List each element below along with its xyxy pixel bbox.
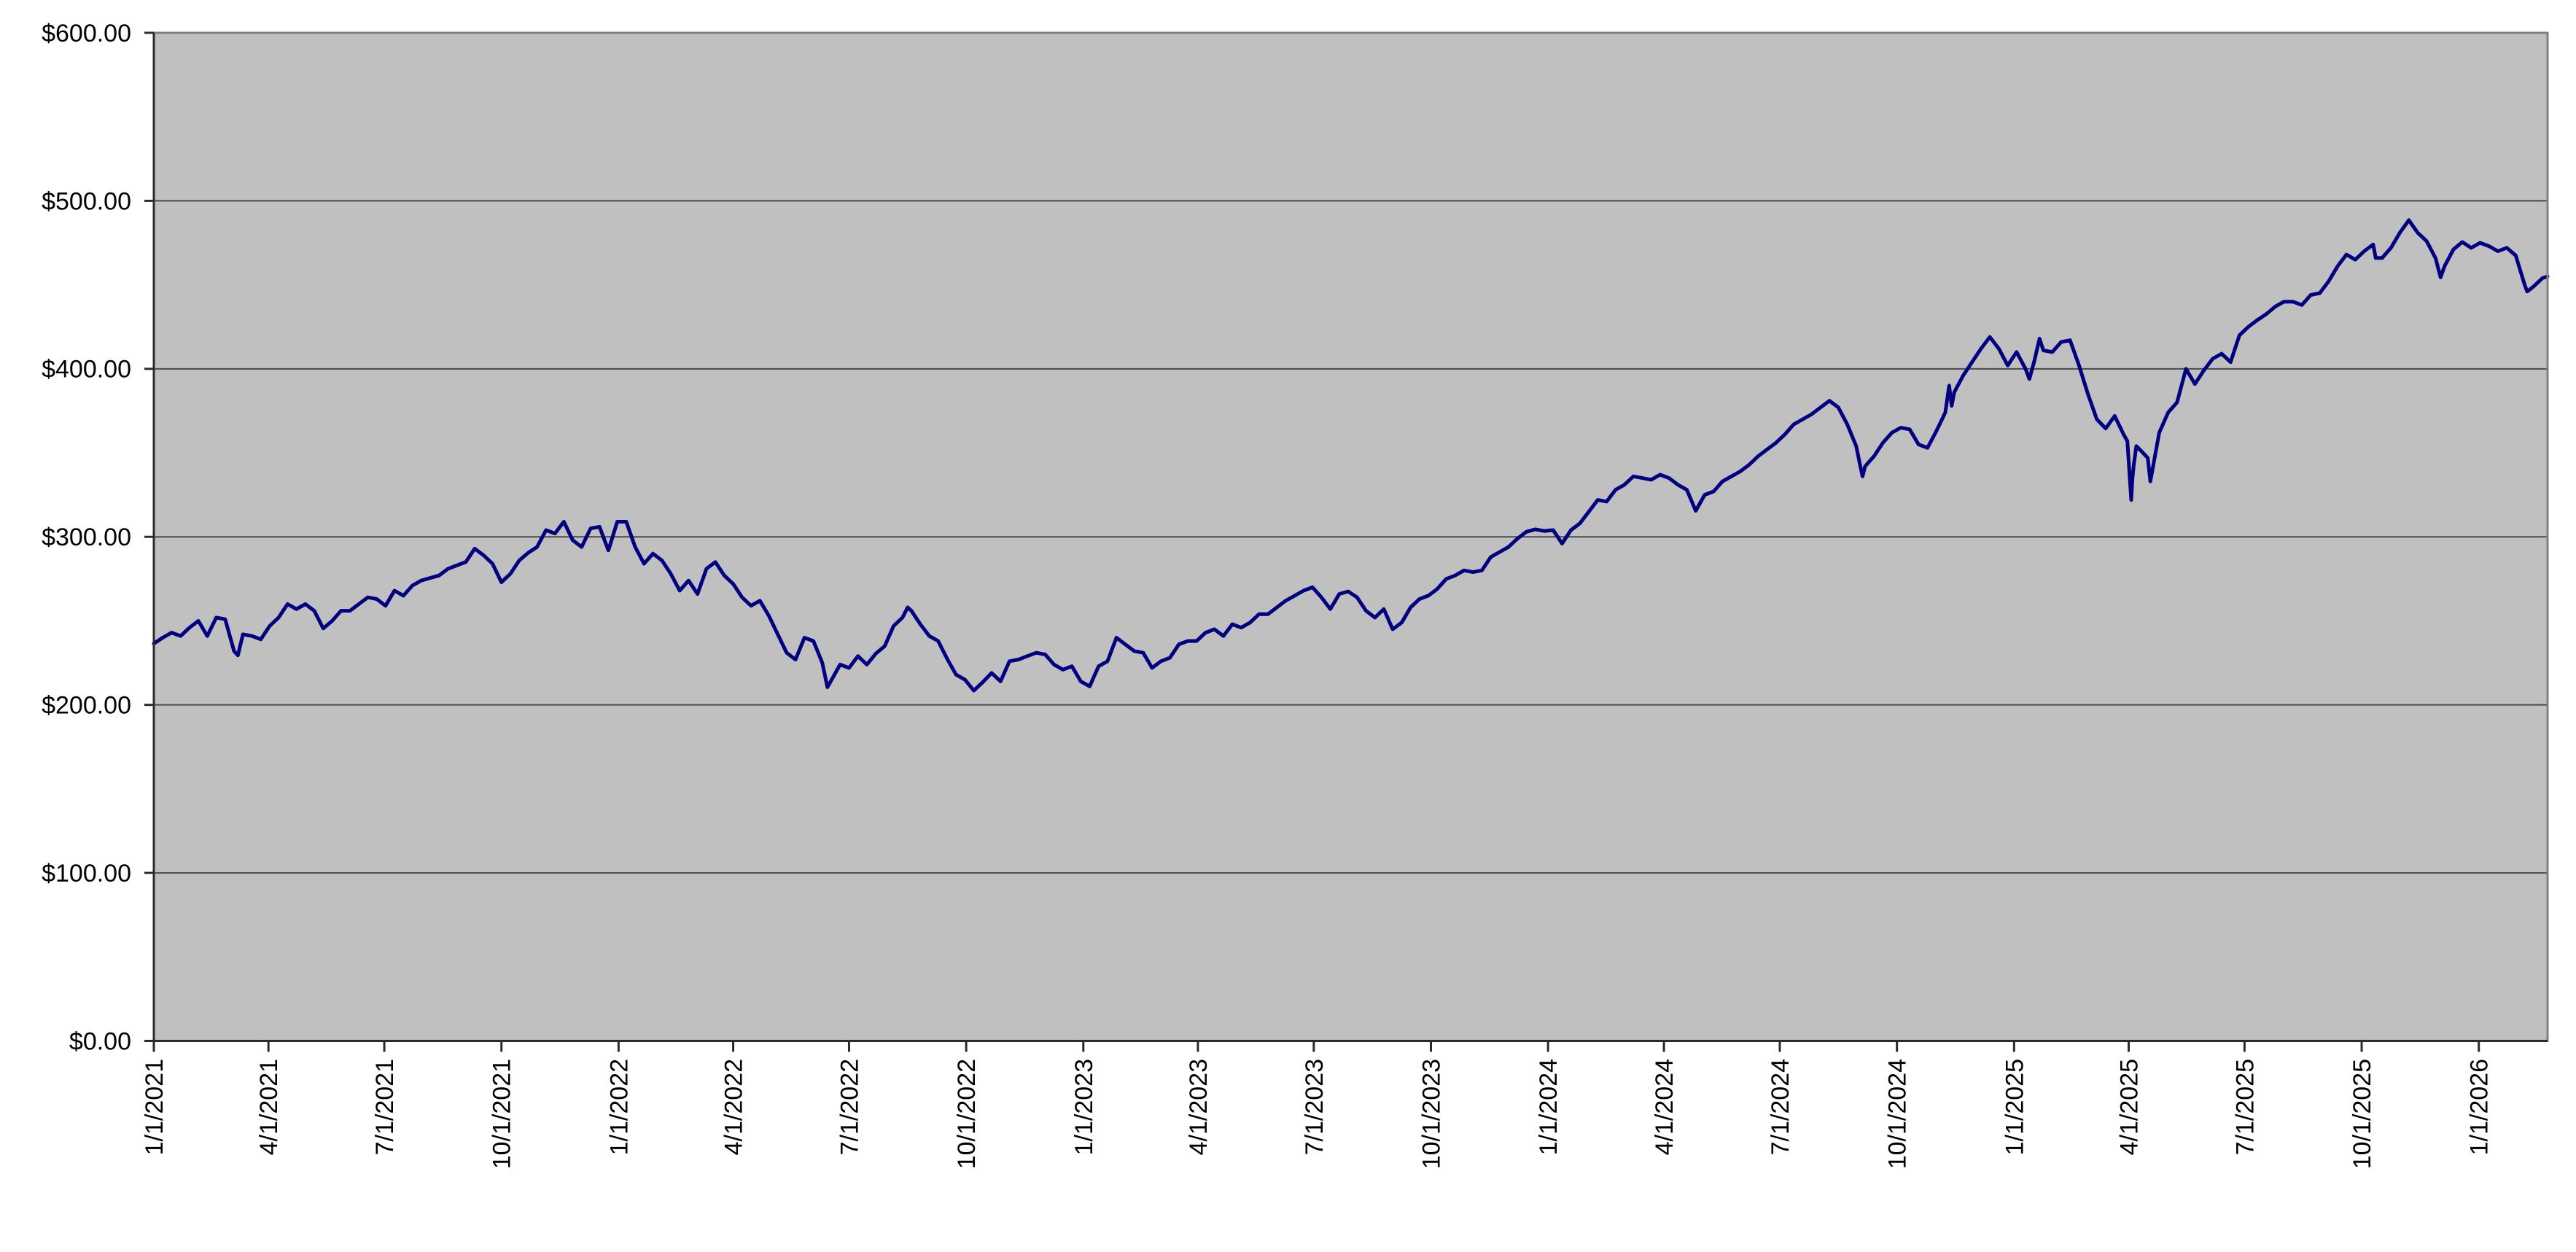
x-axis-tick-label: 4/1/2021 (255, 1059, 283, 1155)
x-axis-tick-label: 4/1/2025 (2115, 1059, 2143, 1155)
x-axis-tick-label: 7/1/2024 (1767, 1059, 1794, 1155)
x-axis-tick-label: 1/1/2026 (2466, 1059, 2494, 1155)
x-axis-tick-label: 1/1/2024 (1535, 1059, 1563, 1155)
y-axis-tick-label: $200.00 (42, 692, 131, 720)
x-axis-tick-label: 4/1/2024 (1651, 1059, 1678, 1155)
x-axis-tick-label: 4/1/2023 (1185, 1059, 1213, 1155)
x-axis-tick-label: 10/1/2022 (953, 1059, 981, 1169)
x-axis-labels: 1/1/2021 4/1/2021 7/1/2021 10/1/2021 1/1/202… (141, 1059, 2494, 1169)
x-axis-tick-label: 4/1/2022 (720, 1059, 748, 1155)
y-axis-labels: $0.00 $100.00 $200.00 $300.00 $400.00 $500.00… (42, 20, 131, 1056)
x-axis-tick-label: 7/1/2021 (371, 1059, 399, 1155)
y-axis-tick-label: $400.00 (42, 356, 131, 384)
x-axis-tick-label: 7/1/2022 (836, 1059, 863, 1155)
x-axis-tick-label: 10/1/2025 (2349, 1059, 2376, 1169)
x-axis-tick-label: 7/1/2025 (2231, 1059, 2259, 1155)
y-axis-tick-label: $600.00 (42, 20, 131, 47)
y-axis-tick-label: $100.00 (42, 860, 131, 887)
price-line-group (152, 218, 2550, 693)
x-axis-tick-label: 7/1/2023 (1301, 1059, 1328, 1155)
x-axis-tick-label: 10/1/2024 (1884, 1059, 1912, 1169)
x-axis-tick-label: 10/1/2023 (1418, 1059, 1446, 1169)
y-axis-tick-label: $500.00 (42, 187, 131, 215)
price-line (152, 218, 2550, 693)
y-axis-tick-label: $300.00 (42, 524, 131, 551)
x-axis-tick-label: 1/1/2022 (605, 1059, 633, 1155)
x-axis-ticks (152, 1041, 2480, 1052)
x-axis-tick-label: 1/1/2021 (141, 1059, 168, 1155)
y-axis-ticks (144, 31, 154, 1042)
x-axis-tick-label: 1/1/2023 (1070, 1059, 1098, 1155)
y-axis-tick-label: $0.00 (69, 1027, 131, 1055)
x-axis-tick-label: 1/1/2025 (2001, 1059, 2028, 1155)
x-axis-tick-label: 10/1/2021 (489, 1059, 516, 1169)
gridlines (154, 200, 2548, 874)
